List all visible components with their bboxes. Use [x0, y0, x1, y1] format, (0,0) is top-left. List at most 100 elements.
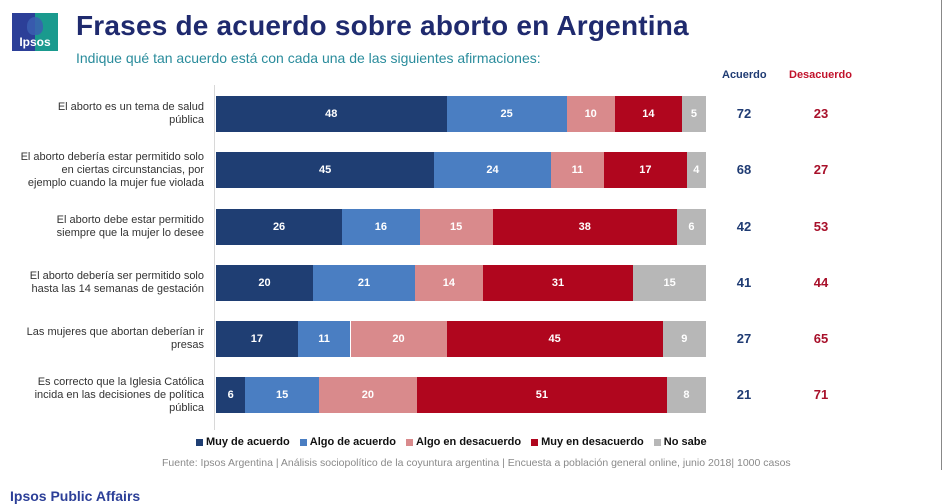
bar-segment: 6: [216, 377, 246, 413]
row-label: El aborto debería ser permitido solo has…: [29, 270, 204, 295]
bar-segment: 4: [686, 152, 706, 188]
data-label: 38: [578, 221, 591, 233]
acuerdo-column-header: Acuerdo: [722, 69, 767, 81]
stacked-bar: 6 15 20 51 8: [216, 377, 706, 413]
bar-segment: 21: [313, 265, 415, 301]
acuerdo-total: 68: [736, 162, 752, 177]
bar-segment: 17: [604, 152, 687, 188]
data-label: 25: [500, 108, 513, 120]
bar-segment: 17: [216, 321, 298, 357]
bar-segment: 10: [566, 96, 615, 132]
data-label: 15: [276, 389, 289, 401]
row-label: El aborto debe estar permitido siempre q…: [56, 214, 204, 239]
bar-segment: 5: [681, 96, 706, 132]
legend-item: Algo en desacuerdo: [405, 436, 522, 448]
bar-segment: 20: [318, 377, 417, 413]
row-label: El aborto es un tema de salud pública: [57, 101, 204, 126]
bar-segment: 11: [297, 321, 351, 357]
legend-label: Muy de acuerdo: [206, 436, 290, 448]
right-border: [941, 0, 942, 470]
legend-swatch-icon: [653, 438, 661, 446]
data-label: 17: [639, 164, 652, 176]
data-label: 14: [642, 108, 655, 120]
desacuerdo-total: 27: [813, 162, 829, 177]
legend: Muy de acuerdo Algo de acuerdo Algo en des…: [196, 436, 716, 448]
data-label: 11: [318, 333, 330, 345]
legend-swatch-icon: [405, 438, 413, 446]
row-label: Es correcto que la Iglesia Católica inci…: [34, 375, 204, 414]
legend-label: Muy en desacuerdo: [541, 436, 644, 448]
bar-segment: 14: [614, 96, 682, 132]
chart-subtitle: Indique qué tan acuerdo está con cada un…: [76, 50, 541, 66]
data-label: 11: [571, 164, 584, 176]
category-axis-line: [214, 85, 215, 430]
data-label: 24: [486, 164, 499, 176]
data-label: 51: [535, 389, 548, 401]
legend-label: No sabe: [663, 436, 707, 448]
desacuerdo-column-header: Desacuerdo: [789, 69, 852, 81]
legend-item: Muy en desacuerdo: [531, 436, 644, 448]
desacuerdo-total: 23: [813, 106, 829, 121]
data-label: 20: [361, 389, 375, 401]
legend-swatch-icon: [299, 438, 307, 446]
data-label: 15: [663, 277, 676, 289]
stacked-bar: 17 11 20 45 9: [216, 321, 706, 357]
data-label: 17: [250, 333, 263, 345]
data-label: 26: [272, 221, 286, 233]
data-label: 16: [374, 221, 388, 233]
acuerdo-total: 42: [736, 219, 752, 234]
source-note: Fuente: Ipsos Argentina | Análisis socio…: [162, 457, 791, 469]
legend-item: Algo de acuerdo: [299, 436, 396, 448]
data-label: 9: [681, 333, 688, 345]
bar-segment: 38: [492, 209, 677, 245]
stacked-bar: 20 21 14 31 15: [216, 265, 706, 301]
bar-segment: 9: [662, 321, 706, 357]
acuerdo-total: 72: [736, 106, 752, 121]
ipsos-logo: Ipsos: [12, 13, 58, 51]
logo-head-icon: [27, 17, 43, 35]
chart-title: Frases de acuerdo sobre aborto en Argent…: [76, 10, 689, 41]
bar-segment: 15: [419, 209, 493, 245]
legend-item: No sabe: [653, 436, 707, 448]
data-label: 15: [450, 221, 463, 233]
desacuerdo-total: 44: [813, 275, 829, 290]
bar-segment: 11: [550, 152, 605, 188]
bar-segment: 31: [482, 265, 634, 301]
data-label: 45: [319, 164, 332, 176]
data-label: 6: [688, 221, 695, 233]
desacuerdo-total: 71: [813, 387, 829, 402]
data-label: 4: [693, 164, 700, 176]
data-label: 20: [258, 277, 271, 289]
acuerdo-total: 27: [736, 331, 752, 346]
row-label: El aborto debería estar permitido solo e…: [20, 150, 204, 189]
acuerdo-total: 21: [736, 387, 752, 402]
bar-segment: 20: [216, 265, 314, 301]
row-label: Las mujeres que abortan deberían ir pres…: [26, 326, 204, 351]
data-label: 10: [584, 108, 597, 120]
data-label: 14: [442, 277, 455, 289]
logo-text: Ipsos: [19, 35, 51, 49]
bar-segment: 25: [446, 96, 567, 132]
data-label: 48: [325, 108, 338, 120]
bar-segment: 15: [245, 377, 319, 413]
bar-segment: 8: [666, 377, 706, 413]
desacuerdo-total: 53: [813, 219, 829, 234]
bar-segment: 24: [434, 152, 551, 188]
bar-segment: 26: [216, 209, 343, 245]
bar-segment: 6: [676, 209, 706, 245]
data-label: 21: [357, 277, 371, 289]
stacked-bar: 48 25 10 14 5: [216, 96, 706, 132]
data-label: 5: [690, 108, 698, 120]
data-label: 8: [683, 389, 690, 401]
footer-brand: Ipsos Public Affairs: [10, 488, 141, 504]
bar-segment: 45: [446, 321, 663, 357]
bar-segment: 20: [350, 321, 447, 357]
data-label: 6: [227, 389, 234, 401]
bar-segment: 51: [416, 377, 667, 413]
bar-segment: 48: [216, 96, 447, 132]
legend-label: Algo en desacuerdo: [415, 436, 522, 448]
bar-segment: 16: [342, 209, 420, 245]
data-label: 31: [551, 277, 565, 289]
acuerdo-total: 41: [736, 275, 752, 290]
data-label: 20: [392, 333, 405, 345]
